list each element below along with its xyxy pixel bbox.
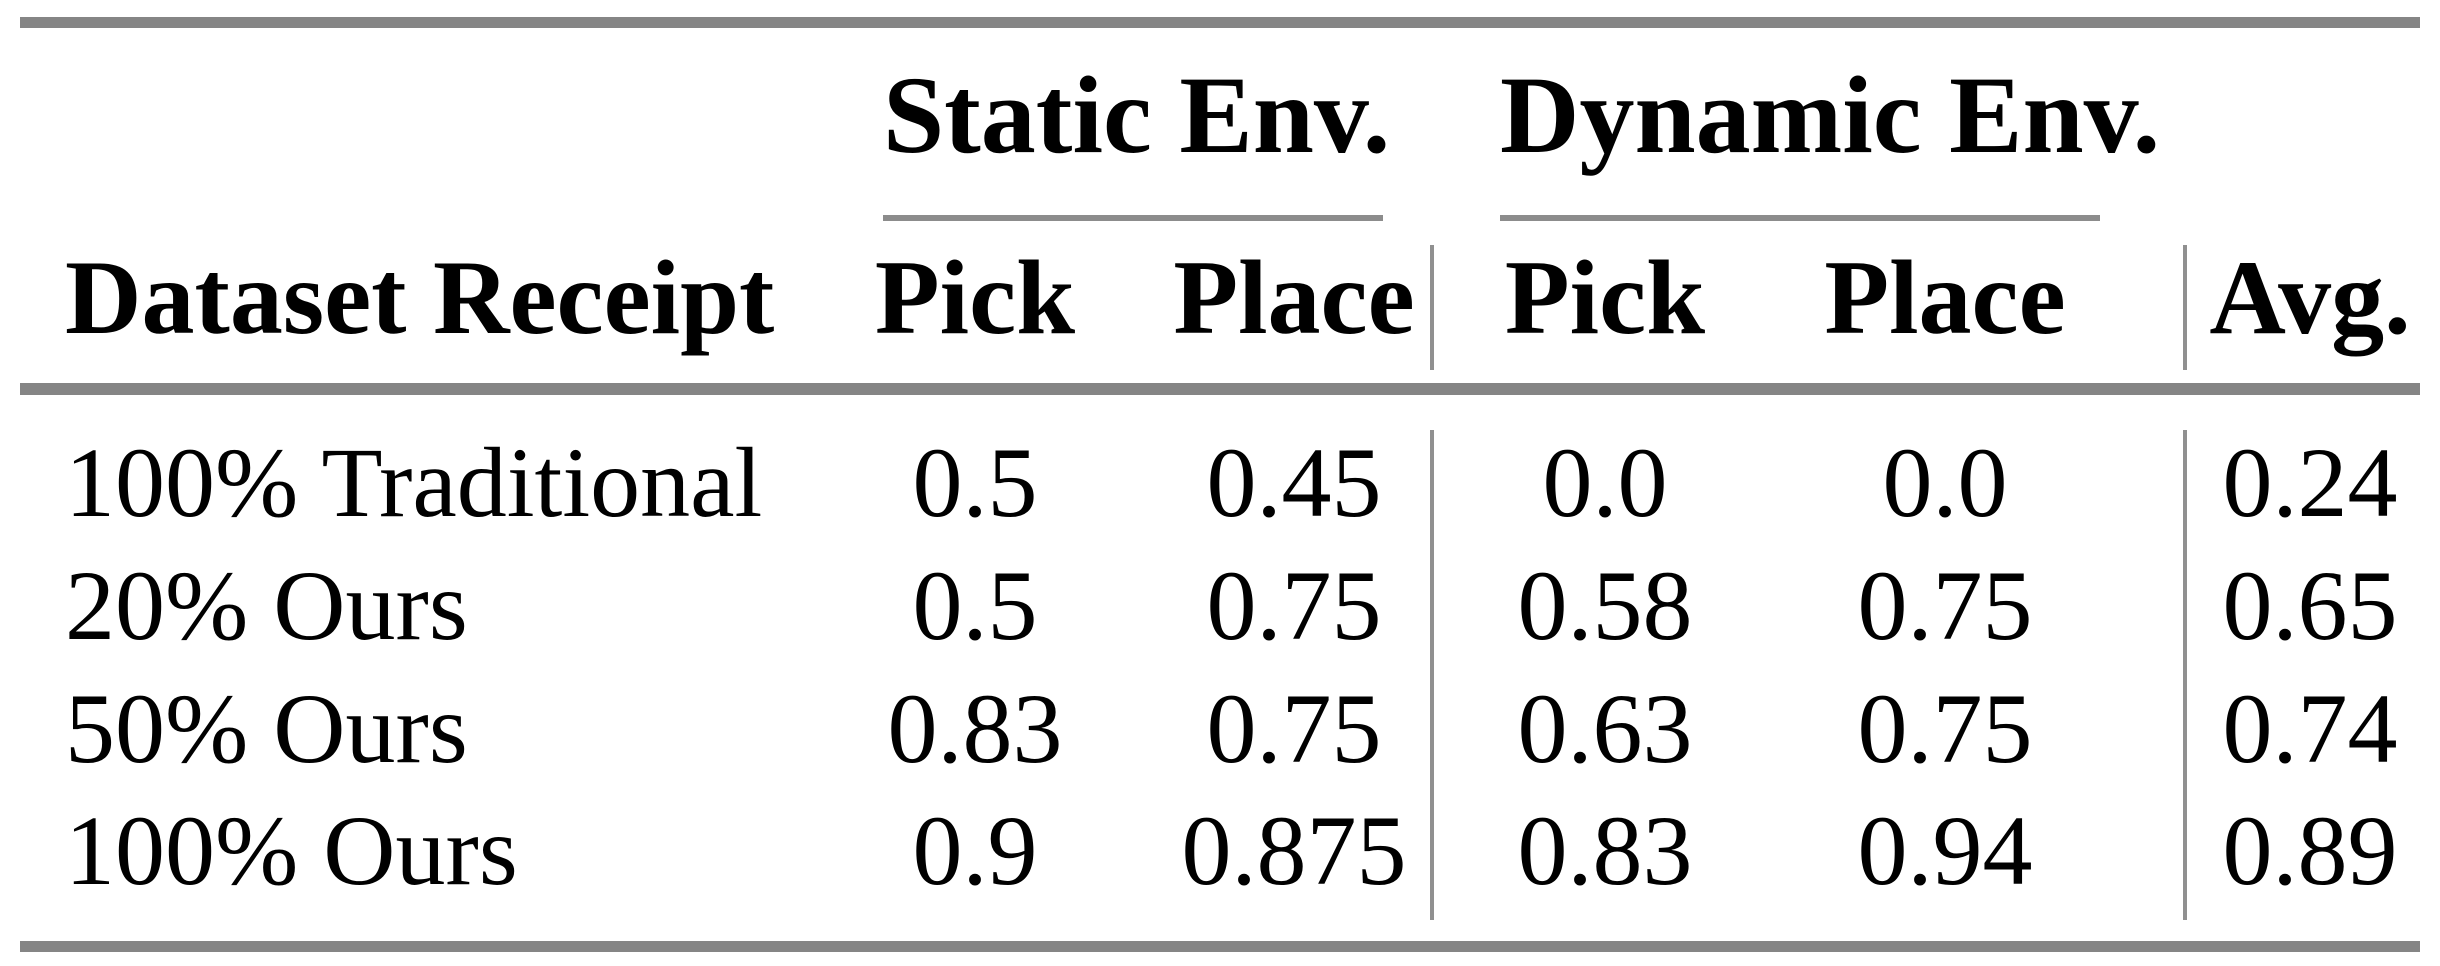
column-header-row: Dataset Receipt Pick Place Pick Place Av…	[0, 236, 2440, 360]
cell-dynamic-place: 0.94	[1857, 795, 2033, 906]
cell-static-pick: 0.5	[912, 550, 1038, 661]
vertical-separator-header-1	[1430, 245, 1434, 370]
cell-static-pick: 0.83	[887, 673, 1063, 784]
header-avg: Avg.	[2209, 239, 2411, 356]
cell-static-place: 0.45	[1206, 427, 1382, 538]
cell-static-place: 0.875	[1181, 795, 1407, 906]
header-dynamic-place: Place	[1824, 239, 2066, 356]
header-static-place: Place	[1173, 239, 1415, 356]
header-dynamic-pick: Pick	[1504, 239, 1706, 356]
cell-avg: 0.74	[2222, 673, 2398, 784]
cell-dynamic-pick: 0.83	[1517, 795, 1693, 906]
cell-avg: 0.65	[2222, 550, 2398, 661]
vertical-separator-body-2	[2183, 430, 2187, 920]
table-row: 50% Ours 0.83 0.75 0.63 0.75 0.74	[0, 667, 2440, 791]
header-static-pick: Pick	[874, 239, 1076, 356]
mid-rule	[20, 383, 2420, 395]
cell-static-pick: 0.9	[912, 795, 1038, 906]
row-label: 20% Ours	[65, 550, 468, 661]
top-rule	[20, 17, 2420, 28]
static-env-cmidrule	[883, 215, 1383, 221]
vertical-separator-header-2	[2183, 245, 2187, 370]
row-label: 100% Ours	[65, 795, 518, 906]
cell-static-pick: 0.5	[912, 427, 1038, 538]
cell-dynamic-place: 0.75	[1857, 550, 2033, 661]
dynamic-env-cmidrule	[1500, 215, 2100, 221]
table-row: 100% Ours 0.9 0.875 0.83 0.94 0.89	[0, 789, 2440, 913]
cell-static-place: 0.75	[1206, 550, 1382, 661]
cell-dynamic-pick: 0.58	[1517, 550, 1693, 661]
table-row: 100% Traditional 0.5 0.45 0.0 0.0 0.24	[0, 421, 2440, 545]
table-row: 20% Ours 0.5 0.75 0.58 0.75 0.65	[0, 544, 2440, 668]
row-label: 100% Traditional	[65, 427, 763, 538]
cell-dynamic-place: 0.75	[1857, 673, 2033, 784]
cell-dynamic-pick: 0.63	[1517, 673, 1693, 784]
static-env-group-header: Static Env.	[883, 54, 1391, 176]
cell-dynamic-pick: 0.0	[1542, 427, 1668, 538]
vertical-separator-body-1	[1430, 430, 1434, 920]
cell-avg: 0.24	[2222, 427, 2398, 538]
row-label: 50% Ours	[65, 673, 468, 784]
cell-static-place: 0.75	[1206, 673, 1382, 784]
cell-avg: 0.89	[2222, 795, 2398, 906]
header-dataset-receipt: Dataset Receipt	[65, 239, 775, 356]
cell-dynamic-place: 0.0	[1882, 427, 2008, 538]
bottom-rule	[20, 941, 2420, 952]
dynamic-env-group-header: Dynamic Env.	[1500, 54, 2161, 176]
